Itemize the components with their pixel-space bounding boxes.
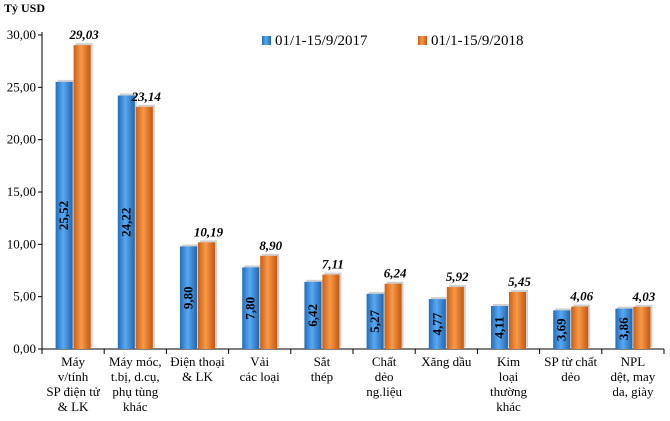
bar — [117, 95, 135, 349]
y-tick-label: 15,00 — [7, 184, 36, 199]
bar — [553, 310, 571, 349]
bar — [428, 299, 446, 349]
y-tick-label: 10,00 — [7, 236, 36, 251]
bar — [446, 287, 464, 349]
bar — [509, 291, 526, 349]
category-label: NPL dệt, may da, giày — [611, 354, 656, 399]
legend-swatch — [262, 36, 271, 45]
bar — [180, 246, 197, 349]
bar — [384, 283, 402, 349]
data-label: 23,14 — [131, 89, 162, 104]
data-label: 3,86 — [616, 317, 631, 340]
data-label: 29,03 — [68, 27, 99, 42]
data-label: 6,24 — [384, 266, 407, 281]
y-axis-unit-label: Tỷ USD — [4, 1, 45, 15]
bar — [242, 267, 260, 349]
data-label: 4,06 — [569, 289, 593, 304]
data-label: 4,77 — [429, 312, 444, 335]
legend: 01/1-15/9/2017 01/1-15/9/2018 — [262, 33, 524, 49]
data-label: 8,90 — [259, 238, 282, 253]
bar — [571, 306, 589, 349]
bar — [260, 255, 278, 349]
legend-label: 01/1-15/9/2018 — [431, 33, 524, 49]
data-label: 3,69 — [554, 318, 569, 341]
category-label: Chất dẻo ng.liệu — [366, 354, 402, 399]
data-label: 5,92 — [446, 269, 469, 284]
bar — [198, 242, 215, 349]
data-label: 24,22 — [118, 208, 133, 237]
category-label: Điện thoại & LK — [170, 354, 225, 384]
bar — [366, 293, 384, 349]
category-label: Máy móc, t.bị, d.cụ, phụ tùng khác — [109, 354, 162, 414]
y-tick-label: 25,00 — [7, 79, 36, 94]
bar — [55, 81, 73, 350]
bar — [633, 306, 651, 349]
bar — [615, 308, 633, 349]
y-tick-label: 0,00 — [13, 341, 36, 356]
data-label: 7,11 — [322, 257, 344, 272]
data-label: 4,11 — [492, 316, 507, 338]
bar — [135, 106, 153, 349]
legend-swatch — [418, 36, 427, 45]
bar — [491, 305, 508, 349]
category-label: Sắt thép — [311, 354, 333, 384]
bar — [304, 281, 322, 349]
bar — [73, 45, 91, 349]
data-label: 5,27 — [367, 310, 382, 333]
y-tick-label: 30,00 — [7, 27, 36, 42]
data-label: 5,45 — [508, 274, 531, 289]
y-tick-labels: 0,00 5,00 10,00 15,00 20,00 25,00 30,00 — [7, 27, 42, 356]
data-label: 6,42 — [305, 304, 320, 327]
data-label: 7,80 — [243, 297, 258, 320]
category-label: Kim loại thường khác — [490, 354, 528, 414]
category-label: Xăng dầu — [421, 354, 472, 369]
bar — [322, 274, 340, 349]
bars: 25,52 24,22 9,80 7,80 6,42 5,27 4,77 4,11 3,69 3,… — [55, 27, 656, 350]
data-label: 25,52 — [56, 201, 71, 230]
data-label: 4,03 — [632, 289, 656, 304]
category-label: Máy v/tính SP điện tử & LK — [46, 354, 100, 414]
y-tick-label: 5,00 — [13, 289, 36, 304]
data-label: 9,80 — [181, 286, 196, 309]
category-label: Vải các loại — [240, 354, 280, 384]
legend-label: 01/1-15/9/2017 — [275, 33, 368, 49]
y-tick-label: 20,00 — [7, 132, 36, 147]
data-label: 10,19 — [194, 224, 224, 239]
category-label: SP từ chất dẻo — [544, 354, 597, 384]
